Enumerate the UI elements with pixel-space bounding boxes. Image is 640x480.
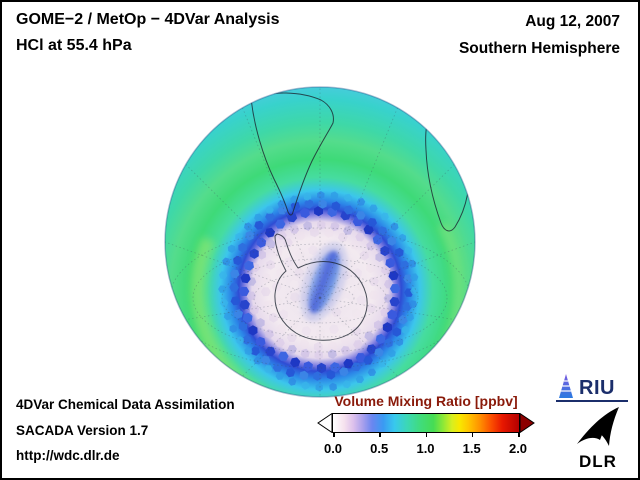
header-right: Aug 12, 2007 Southern Hemisphere	[459, 13, 620, 58]
colorbar-tick-labels: 0.0 0.5 1.0 1.5 2.0	[317, 442, 535, 457]
dlr-logo: DLR	[572, 406, 624, 470]
credit-line-2: SACADA Version 1.7	[16, 422, 149, 438]
figure-title: GOME−2 / MetOp − 4DVar Analysis	[16, 11, 280, 28]
colorbar-tick	[333, 432, 335, 437]
globe-data-field	[165, 87, 475, 397]
colorbar-tick	[425, 432, 427, 437]
header-left: GOME−2 / MetOp − 4DVar Analysis HCl at 5…	[16, 11, 280, 55]
colorbar-tick	[518, 432, 520, 437]
credit-line-1: 4DVar Chemical Data Assimilation	[16, 397, 235, 412]
riu-logo-rule	[556, 400, 628, 402]
hemisphere-map	[164, 86, 476, 398]
colorbar-gradient-bar	[332, 413, 520, 433]
hemisphere-label: Southern Hemisphere	[458, 40, 620, 57]
footer-credits: 4DVar Chemical Data Assimilation SACADA …	[16, 398, 235, 475]
colorbar-title: Volume Mixing Ratio [ppbv]	[334, 393, 518, 409]
dlr-logo-text: DLR	[579, 452, 617, 471]
credit-line-3: http://wdc.dlr.de	[16, 448, 120, 463]
riu-logo: RIU	[556, 374, 628, 402]
tick-label: 0.0	[323, 441, 343, 456]
vortex-filament	[308, 250, 340, 314]
figure-subtitle: HCl at 55.4 hPa	[16, 37, 132, 54]
antarctica-outline	[274, 233, 368, 341]
date-label: Aug 12, 2007	[525, 13, 620, 30]
tick-label: 2.0	[508, 441, 528, 456]
colorbar-right-arrow	[519, 413, 535, 433]
tick-label: 0.5	[370, 441, 389, 456]
colorbar-tick	[379, 432, 381, 437]
colorbar-left-arrow	[317, 413, 333, 433]
riu-tower-icon	[559, 374, 573, 398]
colorbar-tick	[471, 432, 474, 437]
tick-label: 1.0	[416, 441, 435, 456]
streak-arc-right	[174, 144, 465, 397]
tick-label: 1.5	[462, 441, 481, 456]
dlr-bird-icon	[577, 407, 619, 446]
globe-horizon	[164, 86, 476, 398]
south-america-outline	[250, 92, 334, 216]
colorbar-scale	[317, 413, 535, 439]
riu-logo-text: RIU	[579, 377, 615, 399]
colorbar: Volume Mixing Ratio [ppbv] 0.0 0.5 1.0 1…	[317, 394, 535, 457]
